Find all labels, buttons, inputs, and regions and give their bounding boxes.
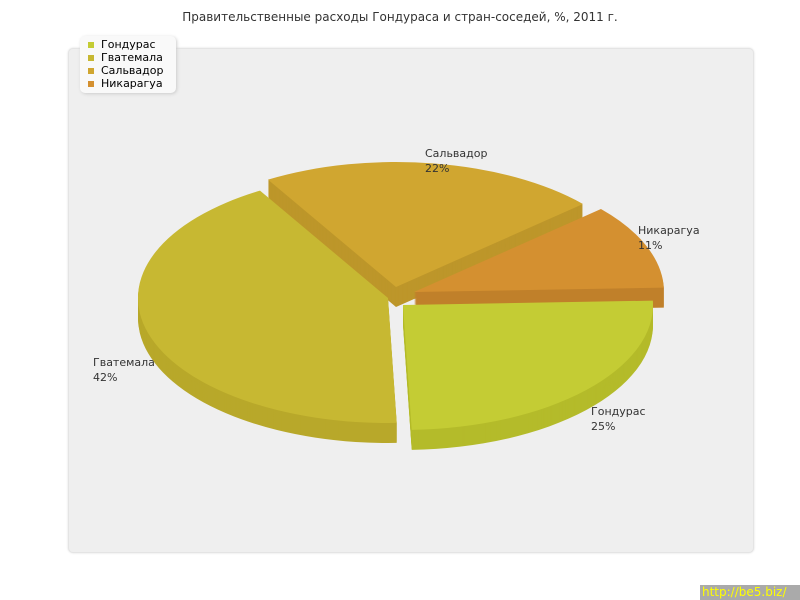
legend-item-guatemala[interactable]: Гватемала (80, 51, 176, 64)
legend-label: Гондурас (101, 38, 156, 51)
legend: Гондурас Гватемала Сальвадор Никарагуа (80, 36, 176, 93)
legend-label: Гватемала (101, 51, 163, 64)
pie-slice-top (267, 162, 583, 287)
pie-slice-honduras[interactable] (403, 300, 654, 450)
data-label-guatemala: Гватемала 42% (93, 356, 155, 384)
legend-swatch (88, 67, 94, 74)
pie-slice-salvador[interactable] (267, 162, 583, 307)
legend-item-salvador[interactable]: Сальвадор (80, 64, 176, 77)
data-label-salvador: Сальвадор 22% (425, 147, 488, 175)
pie-slice-top (137, 190, 397, 423)
legend-item-honduras[interactable]: Гондурас (80, 38, 176, 51)
watermark[interactable]: http://be5.biz/ (700, 585, 800, 600)
chart-title: Правительственные расходы Гондураса и ст… (182, 10, 618, 24)
pie-slice-guatemala[interactable] (137, 190, 397, 443)
legend-swatch (88, 80, 94, 87)
pie-slice-top (414, 209, 664, 292)
legend-swatch (88, 54, 94, 61)
legend-item-nicaragua[interactable]: Никарагуа (80, 77, 176, 90)
legend-label: Сальвадор (101, 64, 164, 77)
legend-label: Никарагуа (101, 77, 163, 90)
data-label-honduras: Гондурас 25% (591, 405, 646, 433)
data-label-nicaragua: Никарагуа 11% (638, 224, 700, 252)
pie-slice-top (403, 300, 653, 430)
legend-swatch (88, 41, 94, 48)
pie-slice-nicaragua[interactable] (414, 209, 664, 312)
